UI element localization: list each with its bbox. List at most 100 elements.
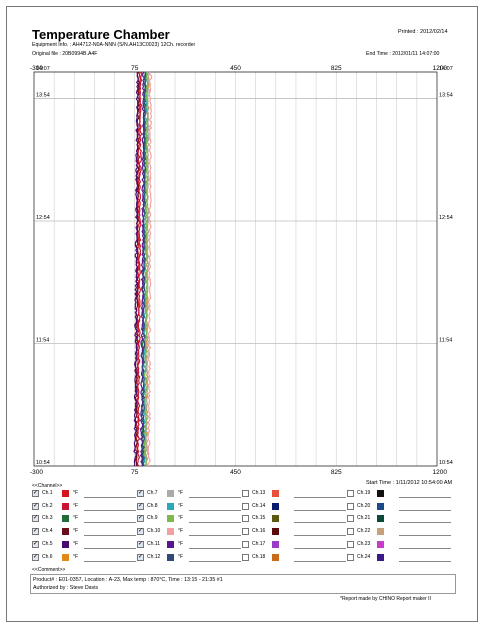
channel-checkbox[interactable] — [347, 515, 354, 523]
channel-color-swatch — [167, 502, 174, 510]
plot-frame — [33, 71, 438, 467]
channel-color-swatch — [272, 515, 279, 523]
channel-unit: °F — [73, 490, 79, 496]
channel-checkbox[interactable]: ✓ — [32, 553, 39, 561]
x-tick-label-bottom: 450 — [230, 469, 241, 476]
series-line-ch2 — [136, 71, 143, 467]
report-footer: *Report made by CHINO Report maker II — [340, 596, 431, 602]
channel-label: Ch.5 — [42, 540, 53, 547]
channel-item-ch7: ✓ Ch.7 °F — [137, 489, 242, 499]
channel-color-swatch — [377, 490, 384, 497]
channel-tag-line — [294, 535, 346, 537]
channel-item-ch3: ✓ Ch.3 °F — [32, 514, 137, 524]
channel-label: Ch.17 — [252, 540, 266, 547]
series-line-ch10 — [147, 71, 153, 467]
original-file: Original file : 20B0994B.A4F — [32, 51, 98, 57]
channel-unit: °F — [73, 553, 79, 560]
channel-checkbox[interactable] — [242, 528, 249, 536]
channel-tag-line — [84, 522, 136, 524]
channel-tag-line — [294, 547, 346, 549]
channel-label: Ch.12 — [147, 553, 161, 560]
channel-unit: °F — [73, 515, 79, 522]
channel-item-ch2: ✓ Ch.2 °F — [32, 502, 137, 512]
channel-tag-line — [189, 547, 241, 549]
channel-label: Ch.15 — [252, 515, 266, 522]
channel-checkbox[interactable] — [242, 515, 249, 523]
channel-checkbox[interactable]: ✓ — [32, 490, 39, 497]
x-tick-label-top: 75 — [131, 65, 139, 72]
time-tick-label-right: 10:54 — [439, 460, 453, 466]
x-tick-label-bottom: 825 — [331, 469, 342, 476]
time-tick-label-left: 11:54 — [36, 338, 49, 344]
channel-label: Ch.18 — [252, 553, 266, 560]
channel-checkbox[interactable] — [242, 502, 249, 510]
channel-item-ch15: Ch.15 — [242, 514, 347, 524]
channel-tag-line — [399, 497, 451, 498]
channel-checkbox[interactable]: ✓ — [32, 528, 39, 536]
channel-color-swatch — [167, 528, 174, 536]
channel-label: Ch.23 — [357, 540, 371, 547]
channel-checkbox[interactable]: ✓ — [32, 540, 39, 548]
channel-tag-line — [84, 560, 136, 562]
channel-checkbox[interactable]: ✓ — [32, 515, 39, 523]
channel-label: Ch.20 — [357, 502, 371, 509]
channel-color-swatch — [167, 540, 174, 548]
channel-tag-line — [189, 522, 241, 524]
channel-item-ch9: ✓ Ch.9 °F — [137, 514, 242, 524]
channel-tag-line — [399, 535, 451, 537]
x-tick-label-bottom: 1200 — [433, 469, 448, 476]
channel-checkbox[interactable] — [347, 528, 354, 536]
channel-checkbox[interactable]: ✓ — [137, 490, 144, 497]
channel-label: Ch.11 — [147, 540, 160, 547]
channel-checkbox[interactable] — [347, 553, 354, 561]
printed-date: Printed : 2012/02/14 — [398, 29, 448, 35]
channel-item-ch4: ✓ Ch.4 °F — [32, 527, 137, 537]
channel-tag-line — [189, 509, 241, 511]
channel-checkbox[interactable]: ✓ — [137, 553, 144, 561]
channel-checkbox[interactable] — [242, 490, 249, 497]
channel-label: Ch.1 — [42, 490, 53, 496]
channel-checkbox[interactable] — [242, 540, 249, 548]
channel-color-swatch — [272, 528, 279, 536]
channel-checkbox[interactable]: ✓ — [137, 502, 144, 510]
channel-label: Ch.3 — [42, 515, 53, 522]
channel-color-swatch — [62, 502, 69, 510]
report-title: Temperature Chamber — [32, 27, 170, 42]
channel-label: Ch.19 — [357, 490, 371, 496]
series-line-ch5 — [133, 71, 139, 467]
channel-unit: °F — [178, 528, 184, 535]
channel-tag-line — [399, 522, 451, 524]
channel-label: Ch.21 — [357, 515, 371, 522]
channel-label: Ch.9 — [147, 515, 158, 522]
x-tick-label-top: -300 — [30, 65, 43, 72]
channel-tag-line — [189, 535, 241, 537]
channel-checkbox[interactable] — [347, 540, 354, 548]
comment-box — [30, 574, 456, 594]
time-tick-label-right: 12:54 — [439, 215, 453, 221]
channel-label: Ch.6 — [42, 553, 53, 560]
channel-color-swatch — [377, 540, 384, 548]
comment-author: Authorized by : Steve Davis — [33, 585, 99, 591]
channel-tag-line — [84, 509, 136, 511]
channel-item-ch20: Ch.20 — [347, 502, 452, 512]
channel-checkbox[interactable] — [347, 502, 354, 510]
channel-item-ch22: Ch.22 — [347, 527, 452, 537]
channel-checkbox[interactable]: ✓ — [137, 515, 144, 523]
channel-checkbox[interactable]: ✓ — [137, 540, 144, 548]
channel-color-swatch — [167, 553, 174, 561]
channel-item-ch13: Ch.13 — [242, 489, 347, 499]
channel-checkbox[interactable]: ✓ — [32, 502, 39, 510]
channel-label: Ch.14 — [252, 502, 266, 509]
channel-checkbox[interactable] — [347, 490, 354, 497]
channel-tag-line — [399, 560, 451, 562]
channel-legend: ✓ Ch.1 °F ✓ Ch.2 °F ✓ Ch.3 °F ✓ Ch.4 °F ✓ Ch.5 °F ✓ Ch.6… — [32, 489, 462, 567]
channel-tag-line — [294, 509, 346, 511]
channel-color-swatch — [272, 502, 279, 510]
channel-item-ch14: Ch.14 — [242, 502, 347, 512]
channel-color-swatch — [272, 540, 279, 548]
channel-item-ch19: Ch.19 — [347, 489, 452, 499]
channel-checkbox[interactable] — [242, 553, 249, 561]
channel-label: Ch.2 — [42, 502, 53, 509]
channel-checkbox[interactable]: ✓ — [137, 528, 144, 536]
